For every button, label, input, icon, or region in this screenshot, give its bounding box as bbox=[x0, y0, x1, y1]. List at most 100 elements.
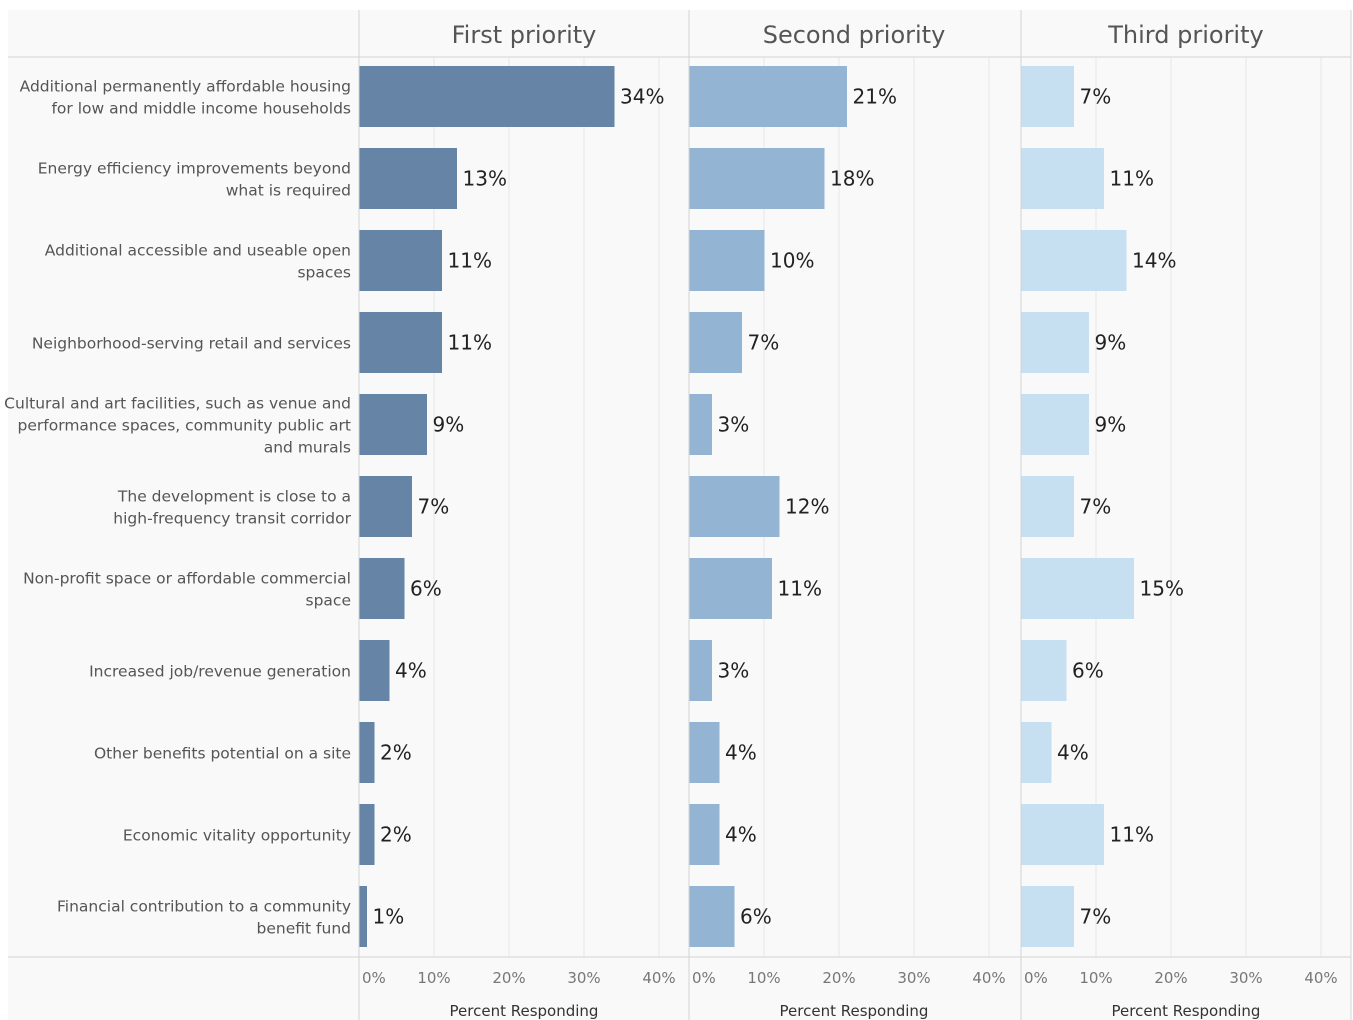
category-label: The development is close to a bbox=[117, 488, 351, 506]
data-label: 3% bbox=[718, 659, 750, 683]
tick-label: 0% bbox=[692, 969, 716, 987]
tick-label: 30% bbox=[897, 969, 930, 987]
category-label: benefit fund bbox=[257, 920, 351, 938]
data-label: 21% bbox=[853, 85, 897, 109]
bar bbox=[359, 148, 457, 209]
tick-label: 10% bbox=[1079, 969, 1112, 987]
axis-layer: 0% 10% 20% 30% 40% Percent Responding 0% 10% 20%… bbox=[362, 969, 1338, 1020]
bar bbox=[359, 722, 375, 783]
bar bbox=[359, 394, 427, 455]
category-label: Non-profit space or affordable commercia… bbox=[23, 570, 351, 588]
data-label: 14% bbox=[1132, 249, 1176, 273]
plot-background bbox=[8, 10, 1351, 1020]
tick-label: 0% bbox=[362, 969, 386, 987]
category-label: performance spaces, community public art bbox=[18, 417, 351, 435]
category-label: Neighborhood-serving retail and services bbox=[32, 335, 351, 353]
bar bbox=[1021, 558, 1134, 619]
category-label: high-frequency transit corridor bbox=[113, 510, 351, 528]
data-label: 9% bbox=[1095, 331, 1127, 355]
category-label: Additional accessible and useable open bbox=[45, 242, 351, 260]
data-label: 15% bbox=[1140, 577, 1184, 601]
data-label: 4% bbox=[1057, 741, 1089, 765]
bar bbox=[689, 312, 742, 373]
tick-label: 20% bbox=[822, 969, 855, 987]
x-axis-title: Percent Responding bbox=[1112, 1002, 1261, 1020]
data-label: 6% bbox=[1072, 659, 1104, 683]
tick-label: 10% bbox=[417, 969, 450, 987]
data-label: 7% bbox=[748, 331, 780, 355]
data-label: 7% bbox=[1080, 495, 1112, 519]
data-label: 18% bbox=[830, 167, 874, 191]
category-label: and murals bbox=[264, 439, 351, 457]
bars-layer bbox=[359, 66, 1134, 947]
tick-label: 30% bbox=[567, 969, 600, 987]
category-label: spaces bbox=[297, 264, 351, 282]
tick-label: 10% bbox=[747, 969, 780, 987]
data-label: 7% bbox=[1080, 85, 1112, 109]
data-label: 6% bbox=[410, 577, 442, 601]
x-axis-title: Percent Responding bbox=[450, 1002, 599, 1020]
data-label: 4% bbox=[725, 823, 757, 847]
data-label: 10% bbox=[770, 249, 814, 273]
category-label: Other benefits potential on a site bbox=[94, 745, 351, 763]
data-label: 11% bbox=[448, 249, 492, 273]
data-label: 11% bbox=[778, 577, 822, 601]
data-label: 34% bbox=[620, 85, 664, 109]
bar bbox=[359, 886, 367, 947]
category-label: Financial contribution to a community bbox=[57, 898, 351, 916]
bar bbox=[1021, 886, 1074, 947]
data-label: 11% bbox=[1110, 823, 1154, 847]
tick-label: 30% bbox=[1229, 969, 1262, 987]
panel-title: Third priority bbox=[1107, 21, 1263, 49]
bar bbox=[1021, 476, 1074, 537]
data-label: 7% bbox=[418, 495, 450, 519]
bar bbox=[689, 148, 825, 209]
bar bbox=[359, 230, 442, 291]
category-label: what is required bbox=[226, 182, 351, 200]
tick-label: 40% bbox=[1304, 969, 1337, 987]
panel-title: Second priority bbox=[763, 21, 946, 49]
data-label: 13% bbox=[463, 167, 507, 191]
data-label: 11% bbox=[448, 331, 492, 355]
data-label: 11% bbox=[1110, 167, 1154, 191]
data-label: 9% bbox=[1095, 413, 1127, 437]
category-label: Additional permanently affordable housin… bbox=[20, 78, 351, 96]
data-label: 4% bbox=[395, 659, 427, 683]
bar bbox=[1021, 230, 1127, 291]
bar bbox=[1021, 804, 1104, 865]
data-label: 6% bbox=[740, 905, 772, 929]
bar bbox=[359, 66, 615, 127]
category-label: for low and middle income households bbox=[51, 100, 351, 118]
bar bbox=[689, 558, 772, 619]
tick-label: 0% bbox=[1024, 969, 1048, 987]
bar bbox=[359, 312, 442, 373]
bar bbox=[689, 722, 720, 783]
x-axis-title: Percent Responding bbox=[780, 1002, 929, 1020]
bar bbox=[1021, 312, 1089, 373]
data-label: 3% bbox=[718, 413, 750, 437]
data-label: 12% bbox=[785, 495, 829, 519]
category-label: Economic vitality opportunity bbox=[123, 827, 351, 845]
data-label: 1% bbox=[373, 905, 405, 929]
bar bbox=[359, 476, 412, 537]
bar bbox=[1021, 640, 1067, 701]
panel-title: First priority bbox=[452, 21, 597, 49]
bar bbox=[359, 558, 405, 619]
bar bbox=[1021, 66, 1074, 127]
data-label: 2% bbox=[380, 741, 412, 765]
bar bbox=[689, 66, 847, 127]
bar bbox=[689, 476, 780, 537]
data-label: 9% bbox=[433, 413, 465, 437]
category-label: Energy efficiency improvements beyond bbox=[38, 160, 351, 178]
bar bbox=[689, 640, 712, 701]
data-label: 4% bbox=[725, 741, 757, 765]
bar bbox=[1021, 148, 1104, 209]
bar bbox=[1021, 722, 1052, 783]
category-label: space bbox=[306, 592, 351, 610]
tick-label: 40% bbox=[972, 969, 1005, 987]
frame-layer bbox=[8, 10, 1352, 1020]
bar bbox=[359, 804, 375, 865]
category-label: Increased job/revenue generation bbox=[89, 663, 351, 681]
